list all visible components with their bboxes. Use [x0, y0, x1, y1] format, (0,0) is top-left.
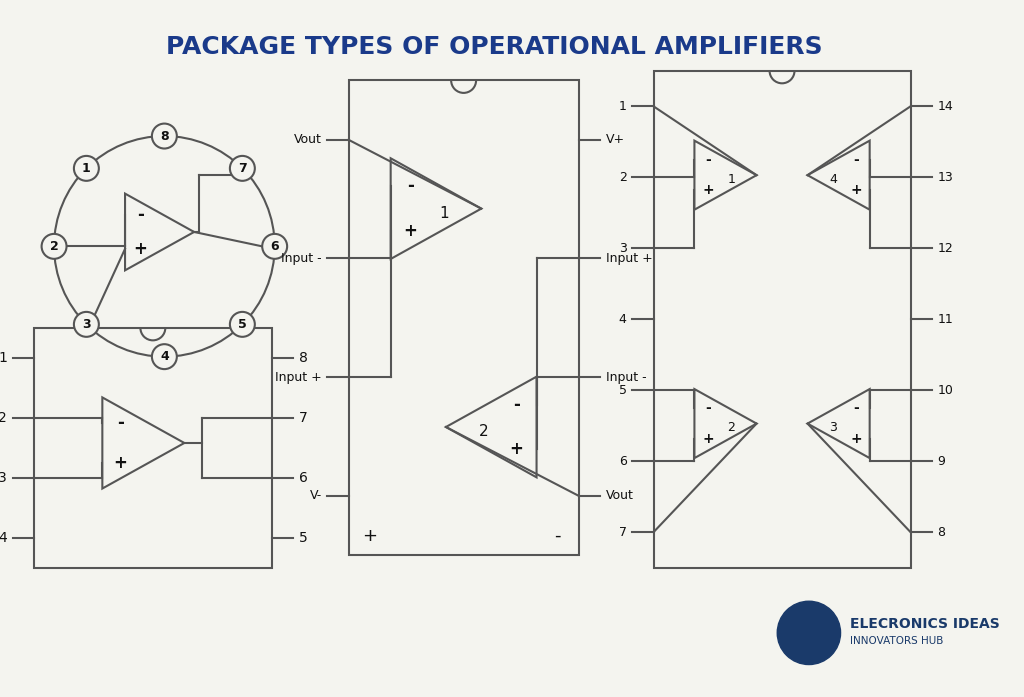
Bar — [34, 328, 271, 567]
Circle shape — [42, 234, 67, 259]
Text: V-: V- — [309, 489, 322, 503]
Text: -: - — [706, 401, 711, 415]
Text: 6: 6 — [618, 454, 627, 468]
Text: 5: 5 — [238, 318, 247, 331]
Circle shape — [230, 156, 255, 181]
Text: 2: 2 — [618, 171, 627, 184]
Text: +: + — [362, 527, 377, 545]
Circle shape — [230, 312, 255, 337]
Text: +: + — [403, 222, 418, 240]
Text: 1: 1 — [618, 100, 627, 113]
Text: 10: 10 — [937, 384, 953, 397]
Text: -: - — [117, 414, 124, 432]
Text: 7: 7 — [299, 411, 307, 424]
Text: PACKAGE TYPES OF OPERATIONAL AMPLIFIERS: PACKAGE TYPES OF OPERATIONAL AMPLIFIERS — [166, 36, 822, 59]
Text: 12: 12 — [937, 242, 953, 255]
Bar — [348, 80, 579, 556]
Text: 3: 3 — [618, 242, 627, 255]
Text: 4: 4 — [828, 172, 837, 185]
Text: 2: 2 — [479, 424, 488, 439]
Circle shape — [152, 123, 177, 148]
Text: +: + — [850, 183, 862, 197]
Circle shape — [152, 344, 177, 369]
Text: Input -: Input - — [605, 371, 646, 383]
Text: 14: 14 — [937, 100, 953, 113]
Text: 1: 1 — [727, 172, 735, 185]
Text: Input +: Input + — [274, 371, 322, 383]
Text: INNOVATORS HUB: INNOVATORS HUB — [850, 636, 943, 645]
Text: 7: 7 — [618, 526, 627, 539]
Circle shape — [74, 156, 99, 181]
Text: Vout: Vout — [294, 133, 322, 146]
Text: Input -: Input - — [281, 252, 322, 265]
Text: 3: 3 — [0, 470, 7, 484]
Text: 8: 8 — [299, 351, 307, 365]
Text: -: - — [137, 206, 143, 224]
Text: 8: 8 — [160, 130, 169, 143]
Text: 4: 4 — [0, 530, 7, 544]
Text: 1: 1 — [439, 206, 449, 221]
Text: +: + — [133, 240, 147, 258]
Text: 2: 2 — [727, 421, 735, 434]
Circle shape — [262, 234, 287, 259]
Text: 1: 1 — [82, 162, 91, 175]
Text: +: + — [702, 431, 714, 446]
Text: 8: 8 — [937, 526, 945, 539]
Text: 5: 5 — [299, 530, 307, 544]
Text: 2: 2 — [50, 240, 58, 253]
Text: -: - — [408, 178, 414, 195]
Text: 11: 11 — [937, 313, 953, 325]
Circle shape — [777, 602, 841, 664]
Text: V+: V+ — [605, 133, 625, 146]
Text: +: + — [510, 441, 523, 458]
Circle shape — [74, 312, 99, 337]
Text: 7: 7 — [238, 162, 247, 175]
Text: 6: 6 — [270, 240, 279, 253]
Bar — [653, 71, 910, 567]
Text: 3: 3 — [828, 421, 837, 434]
Text: -: - — [853, 401, 859, 415]
Text: +: + — [850, 431, 862, 446]
Text: ELECRONICS IDEAS: ELECRONICS IDEAS — [850, 618, 999, 631]
Text: +: + — [702, 183, 714, 197]
Text: -: - — [706, 153, 711, 167]
Text: -: - — [853, 153, 859, 167]
Text: -: - — [554, 527, 561, 545]
Text: Input +: Input + — [605, 252, 652, 265]
Text: 1: 1 — [0, 351, 7, 365]
Text: 5: 5 — [618, 384, 627, 397]
Text: 4: 4 — [160, 350, 169, 363]
Text: 9: 9 — [937, 454, 945, 468]
Text: 6: 6 — [299, 470, 307, 484]
Text: 13: 13 — [937, 171, 953, 184]
Text: 2: 2 — [0, 411, 7, 424]
Text: 4: 4 — [618, 313, 627, 325]
Text: Vout: Vout — [605, 489, 634, 503]
Text: +: + — [114, 454, 127, 472]
Text: -: - — [513, 396, 520, 414]
Text: 3: 3 — [82, 318, 91, 331]
